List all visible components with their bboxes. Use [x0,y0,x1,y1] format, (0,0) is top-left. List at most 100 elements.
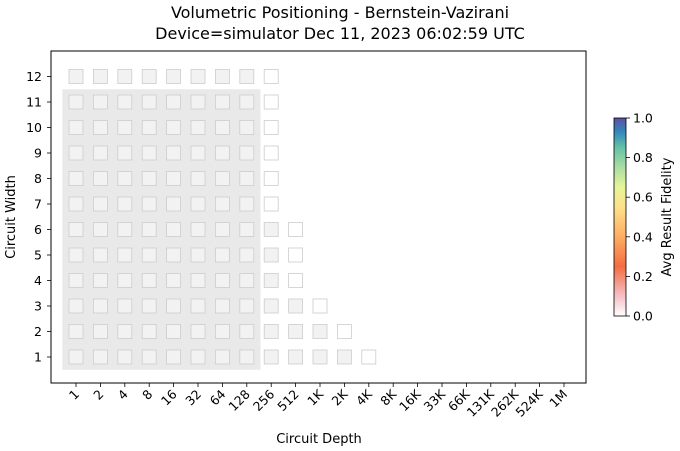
colorbar-tick-label: 0.8 [633,150,653,165]
heatmap-cell [214,298,230,314]
y-tick-label: 10 [26,120,42,135]
heatmap-cell [190,349,206,365]
heatmap-cell [166,324,182,339]
colorbar-tick-label: 0.0 [633,309,653,324]
cells-layer [68,69,377,365]
heatmap-cell [93,69,108,84]
heatmap-cell [263,171,279,186]
heatmap-cell [190,120,206,135]
colorbar [613,117,627,317]
heatmap-cell [141,69,157,84]
heatmap-cell [214,273,230,288]
heatmap-cell [93,349,108,365]
y-tick-label: 11 [26,95,42,110]
heatmap-cell [239,69,255,84]
heatmap-cell [141,222,157,237]
heatmap-cell [68,273,84,288]
heatmap-cell [117,247,133,263]
heatmap-cell [166,273,182,288]
heatmap-cell [239,273,255,288]
heatmap-cell [214,171,230,186]
heatmap-cell [239,247,255,263]
heatmap-cell [117,324,133,339]
x-tick-label: 64 [207,386,229,408]
x-tick-label: 32 [182,387,204,409]
heatmap-cell [312,349,328,365]
heatmap-cell [141,196,157,212]
heatmap-cell [166,349,182,365]
heatmap-cell [166,196,182,212]
heatmap-cell [263,145,279,161]
heatmap-cell [288,298,304,314]
x-tick-label: 512 [274,387,301,414]
heatmap-cell [214,247,230,263]
x-tick-label: 33K [420,386,448,414]
heatmap-cell [141,120,157,135]
heatmap-cell [166,222,182,237]
heatmap-cell [214,196,230,212]
heatmap-cell [117,298,133,314]
x-tick-label: 524K [512,386,546,420]
x-tick-label: 128 [225,386,253,414]
heatmap-cell [68,298,84,314]
heatmap-cell [239,222,255,237]
heatmap-cell [239,145,255,161]
heatmap-cell [190,69,206,84]
y-tick-label: 2 [34,324,42,339]
heatmap-cell [166,247,182,263]
heatmap-cell [288,273,304,288]
heatmap-cell [68,145,84,161]
y-axis-label: Circuit Width [4,175,19,259]
heatmap-cell [68,247,84,263]
heatmap-cell [141,298,157,314]
heatmap-cell [214,222,230,237]
heatmap-cell [141,349,157,365]
shaded-region [62,89,261,370]
heatmap-cell [336,349,352,365]
heatmap-cell [214,69,230,84]
heatmap-cell [166,120,182,135]
heatmap-cell [214,324,230,339]
heatmap-cell [239,196,255,212]
heatmap-cell [288,349,304,365]
y-tick-label: 1 [34,350,42,365]
heatmap-cell [214,94,230,110]
heatmap-cell [93,196,108,212]
x-tick-label: 4K [353,386,376,409]
heatmap-cell [68,222,84,237]
y-tick-label: 6 [34,222,42,237]
heatmap-cell [68,69,84,84]
heatmap-cell [166,69,182,84]
y-tick-label: 7 [34,197,42,212]
heatmap-cell [117,273,133,288]
heatmap-cell [239,324,255,339]
heatmap-cell [190,324,206,339]
y-tick-label: 9 [34,146,42,161]
x-tick-label: 8 [139,386,155,402]
heatmap-cell [214,349,230,365]
y-tick-label: 3 [34,299,42,314]
heatmap-cell [166,94,182,110]
heatmap-cell [68,171,84,186]
heatmap-cell [93,324,108,339]
heatmap-cell [117,94,133,110]
x-tick-label: 1 [66,387,82,403]
heatmap-cell [117,69,133,84]
heatmap-cell [68,94,84,110]
heatmap-cell [93,120,108,135]
heatmap-cell [190,94,206,110]
x-tick-label: 4 [115,386,131,402]
heatmap-cell [68,349,84,365]
heatmap-cell [361,349,377,365]
colorbar-tick-label: 0.2 [633,269,653,284]
heatmap-cell [117,145,133,161]
x-tick-label: 16K [396,386,424,414]
colorbar-tick-label: 0.6 [633,190,653,205]
heatmap-cell [239,349,255,365]
heatmap-cell [239,298,255,314]
heatmap-cell [263,222,279,237]
heatmap-cell [239,171,255,186]
heatmap-cell [263,94,279,110]
